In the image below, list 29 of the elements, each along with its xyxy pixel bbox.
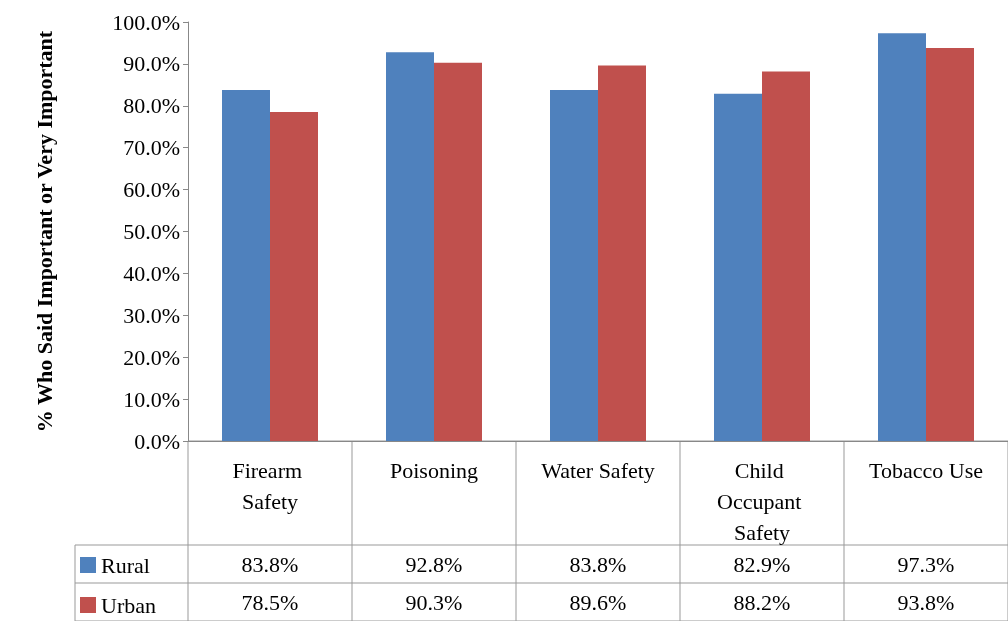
x-tick-label: Child Occupant Safety <box>717 458 807 545</box>
y-tick-label: 50.0% <box>123 219 180 244</box>
y-tick-label: 80.0% <box>123 93 180 119</box>
data-label: 90.3% <box>405 589 463 615</box>
data-label: 92.8% <box>405 551 463 577</box>
x-tick-label: Tobacco Use <box>869 458 983 483</box>
legend-label: Rural <box>101 552 150 578</box>
data-label: 78.5% <box>241 589 299 615</box>
data-label: 82.9% <box>733 551 791 577</box>
y-tick-label: 90.0% <box>123 51 180 77</box>
y-tick-label: 20.0% <box>123 344 180 370</box>
y-tick-label: 70.0% <box>123 135 180 161</box>
data-label: 93.8% <box>897 589 955 615</box>
y-axis-title: % Who Said Important or Very Important <box>31 30 57 433</box>
data-label: 83.8% <box>241 551 299 577</box>
data-label: 88.2% <box>733 589 791 615</box>
legend-label: Urban <box>101 592 156 618</box>
y-tick-label: 10.0% <box>123 386 180 412</box>
data-label: 97.3% <box>897 551 955 577</box>
y-tick-label: 100.0% <box>112 9 180 35</box>
data-label: 89.6% <box>569 589 627 615</box>
y-tick-label: 60.0% <box>123 177 180 203</box>
x-tick-label: Water Safety <box>541 458 655 483</box>
y-tick-label: 30.0% <box>123 302 180 328</box>
x-tick-label: Firearm Safety <box>232 458 308 514</box>
y-tick-label: 0.0% <box>134 428 180 454</box>
x-tick-label: Poisoning <box>389 458 479 483</box>
y-tick-label: 40.0% <box>123 260 180 286</box>
data-label: 83.8% <box>569 551 627 577</box>
